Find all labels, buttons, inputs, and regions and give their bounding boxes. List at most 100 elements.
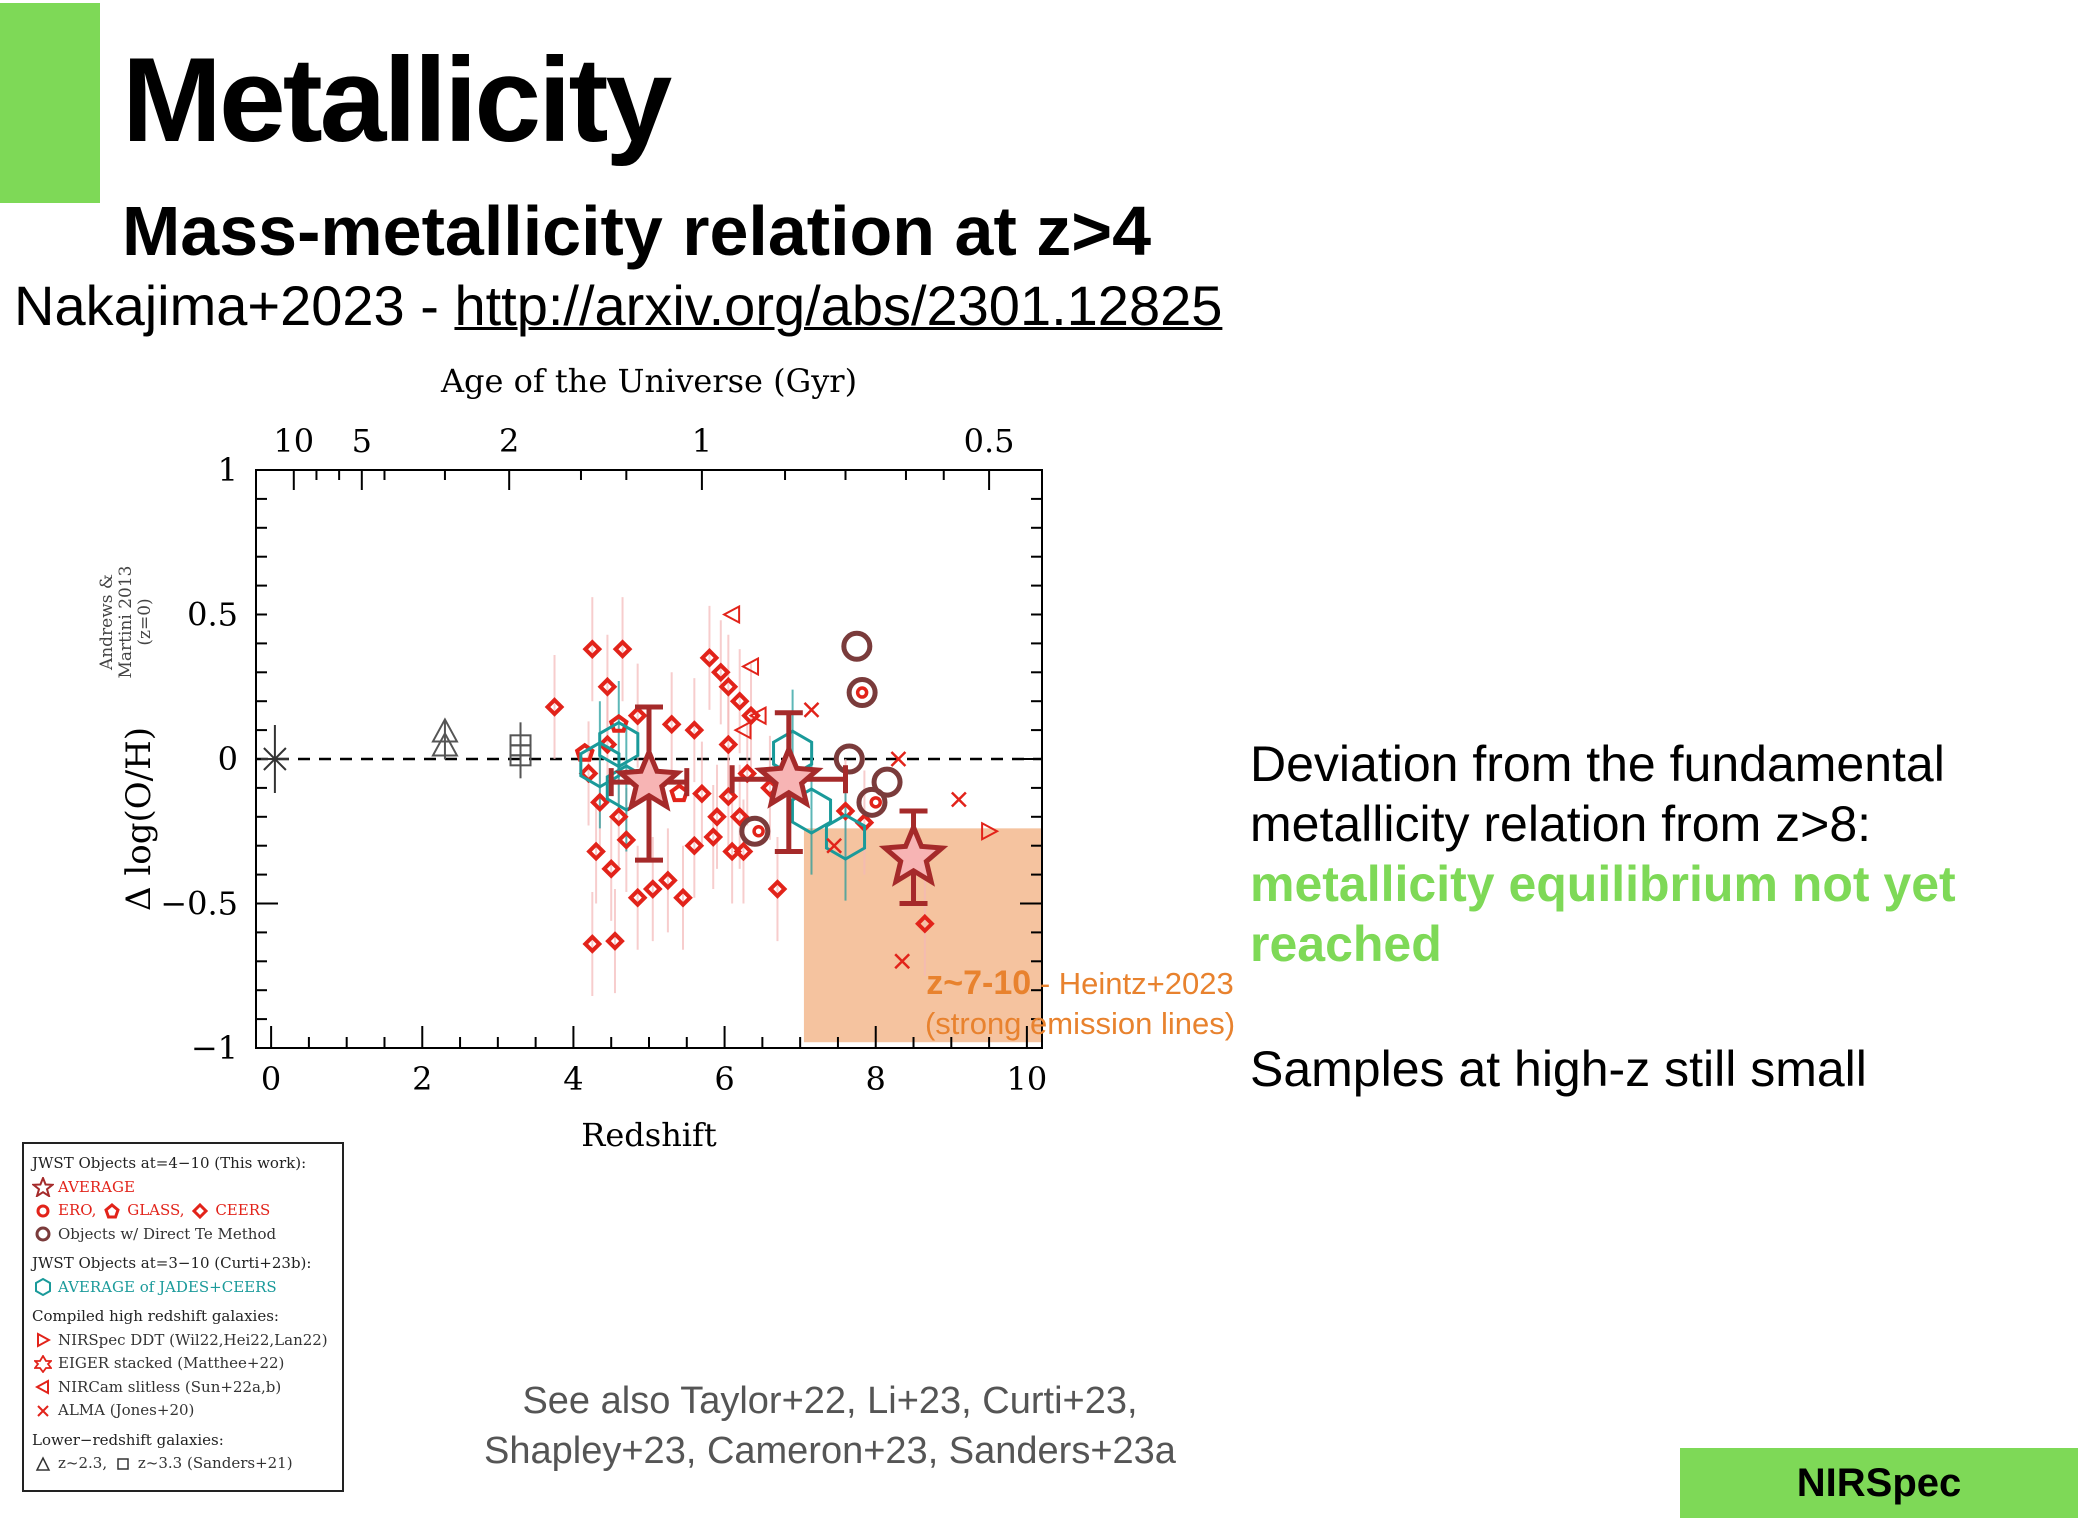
nircam-point [722, 604, 741, 625]
ceers-point [582, 639, 603, 660]
y-tick-label: 0 [218, 740, 238, 778]
ero-point [869, 796, 882, 809]
nircam-point [740, 656, 760, 677]
ceers-point [722, 841, 742, 862]
ero-point [752, 825, 765, 838]
ceers-point [658, 870, 678, 891]
see-also-line-2: Shapley+23, Cameron+23, Sanders+23a [484, 1430, 1176, 1472]
direct-te-point [833, 743, 865, 775]
y-tick-label: −1 [191, 1029, 238, 1067]
ceers-point [699, 648, 720, 668]
x-tick-label: 4 [563, 1060, 583, 1098]
ero-point [855, 686, 869, 699]
chart-legend: JWST Objects at=4−10 (This work): AVERAG… [22, 1142, 344, 1492]
average-star-point [614, 745, 684, 812]
ceers-point [915, 913, 935, 934]
heintz-label-bold: z~7-10 [926, 964, 1032, 1002]
page-title: Metallicity [122, 33, 672, 167]
jades-ceers-point [790, 787, 833, 835]
legend-group-this-work: JWST Objects at=4−10 (This work): [32, 1154, 307, 1172]
ceers-point [661, 714, 682, 735]
samples-note: Samples at high-z still small [1250, 1041, 1867, 1097]
legend-nirspec-ddt: NIRSpec DDT (Wil22,Hei22,Lan22) [32, 1329, 334, 1353]
pentagon-icon [101, 1202, 123, 1219]
side-text-main: Deviation from the fundamental metallici… [1250, 736, 1945, 852]
alma-point [890, 751, 907, 767]
cross-icon [32, 1403, 54, 1419]
chart-frame-layer [255, 469, 1043, 1049]
diamond-icon [189, 1202, 211, 1219]
heintz-label-line2: (strong emission lines) [924, 1006, 1236, 1041]
legend-group-compiled: Compiled high redshift galaxies: [32, 1307, 279, 1325]
chart-text-layer: 0 2 4 6 8 10 −1 −0.5 0 0.5 1 10 5 2 1 0.5 Redshift Age of… [97, 362, 1047, 1154]
jades-ceers-point [598, 720, 640, 769]
ceers-point [684, 835, 705, 856]
legend-group-lowz: Lower−redshift galaxies: [32, 1430, 224, 1449]
jades-ceers-point [579, 741, 621, 789]
ceers-point [703, 827, 724, 847]
top-tick-label: 2 [499, 422, 519, 460]
see-also-references: See also Taylor+22, Li+23, Curti+23, Sha… [430, 1376, 1230, 1476]
alma-point [950, 791, 967, 808]
ceers-point [601, 858, 622, 879]
citation-prefix: Nakajima+2023 - [14, 274, 455, 337]
nircam-point [733, 720, 752, 740]
ceers-point [608, 806, 629, 827]
citation-link[interactable]: http://arxiv.org/abs/2301.12825 [454, 274, 1223, 337]
title-accent-bar [0, 3, 100, 203]
alma-point [803, 701, 820, 718]
legend-average: AVERAGE [32, 1176, 334, 1200]
chart-data-layer [260, 597, 1000, 996]
ceers-point [767, 879, 788, 899]
top-tick-label: 1 [692, 422, 712, 460]
x-tick-label: 10 [1007, 1060, 1048, 1098]
ceers-point [582, 934, 603, 954]
average-star-point [754, 742, 824, 809]
ceers-point [718, 676, 739, 697]
ceers-point [590, 792, 610, 813]
x-axis-label: Redshift [581, 1116, 717, 1154]
y-tick-label: 0.5 [187, 596, 238, 634]
top-tick-label: 5 [352, 422, 372, 460]
jades-ceers-point [824, 813, 867, 861]
ring-icon [32, 1203, 54, 1219]
top-tick-label: 10 [273, 422, 314, 460]
page-subtitle: Mass-metallicity relation at z>4 [122, 192, 1152, 270]
alma-point [894, 953, 911, 970]
alma-point [826, 837, 843, 854]
legend-alma: ALMA (Jones+20) [32, 1399, 334, 1423]
average-star-point [878, 820, 949, 887]
ceers-point [707, 806, 727, 827]
top-axis-label: Age of the Universe (Gyr) [440, 362, 857, 400]
triangle-right-icon [32, 1332, 54, 1348]
ceers-point [544, 697, 565, 717]
heintz-region-label: z~7-10 - Heintz+2023 (strong emission li… [890, 963, 1270, 1044]
x-tick-label: 8 [866, 1060, 886, 1098]
top-tick-label: 0.5 [964, 422, 1015, 460]
ceers-point [597, 676, 618, 697]
y-axis-label: Δ log(O/H) [119, 727, 159, 911]
ceers-point [605, 931, 625, 951]
ceers-point [718, 786, 739, 807]
see-also-line-1: See also Taylor+22, Li+23, Curti+23, [522, 1380, 1138, 1422]
x-tick-label: 6 [714, 1060, 734, 1098]
side-text-highlight: metallicity equilibrium not yet reached [1250, 856, 1956, 972]
ceers-point [586, 841, 606, 862]
x-tick-label: 2 [412, 1060, 432, 1098]
hexagram-icon [32, 1354, 54, 1373]
y-side-note: (z=0) [135, 598, 155, 645]
ceers-point [612, 639, 633, 660]
direct-te-point [856, 786, 888, 818]
nircam-point [748, 705, 767, 726]
ceers-point [729, 806, 750, 827]
side-commentary: Deviation from the fundamental metallici… [1250, 734, 2070, 974]
direct-te-point [739, 815, 771, 847]
thick-ring-icon [32, 1225, 54, 1243]
ceers-point [729, 691, 750, 712]
square-icon [112, 1457, 134, 1471]
nirspec-ddt-point [981, 821, 1000, 841]
ceers-point [718, 734, 739, 755]
y-tick-label: 1 [218, 451, 238, 489]
ceers-point [684, 720, 705, 740]
ceers-point [673, 887, 693, 908]
